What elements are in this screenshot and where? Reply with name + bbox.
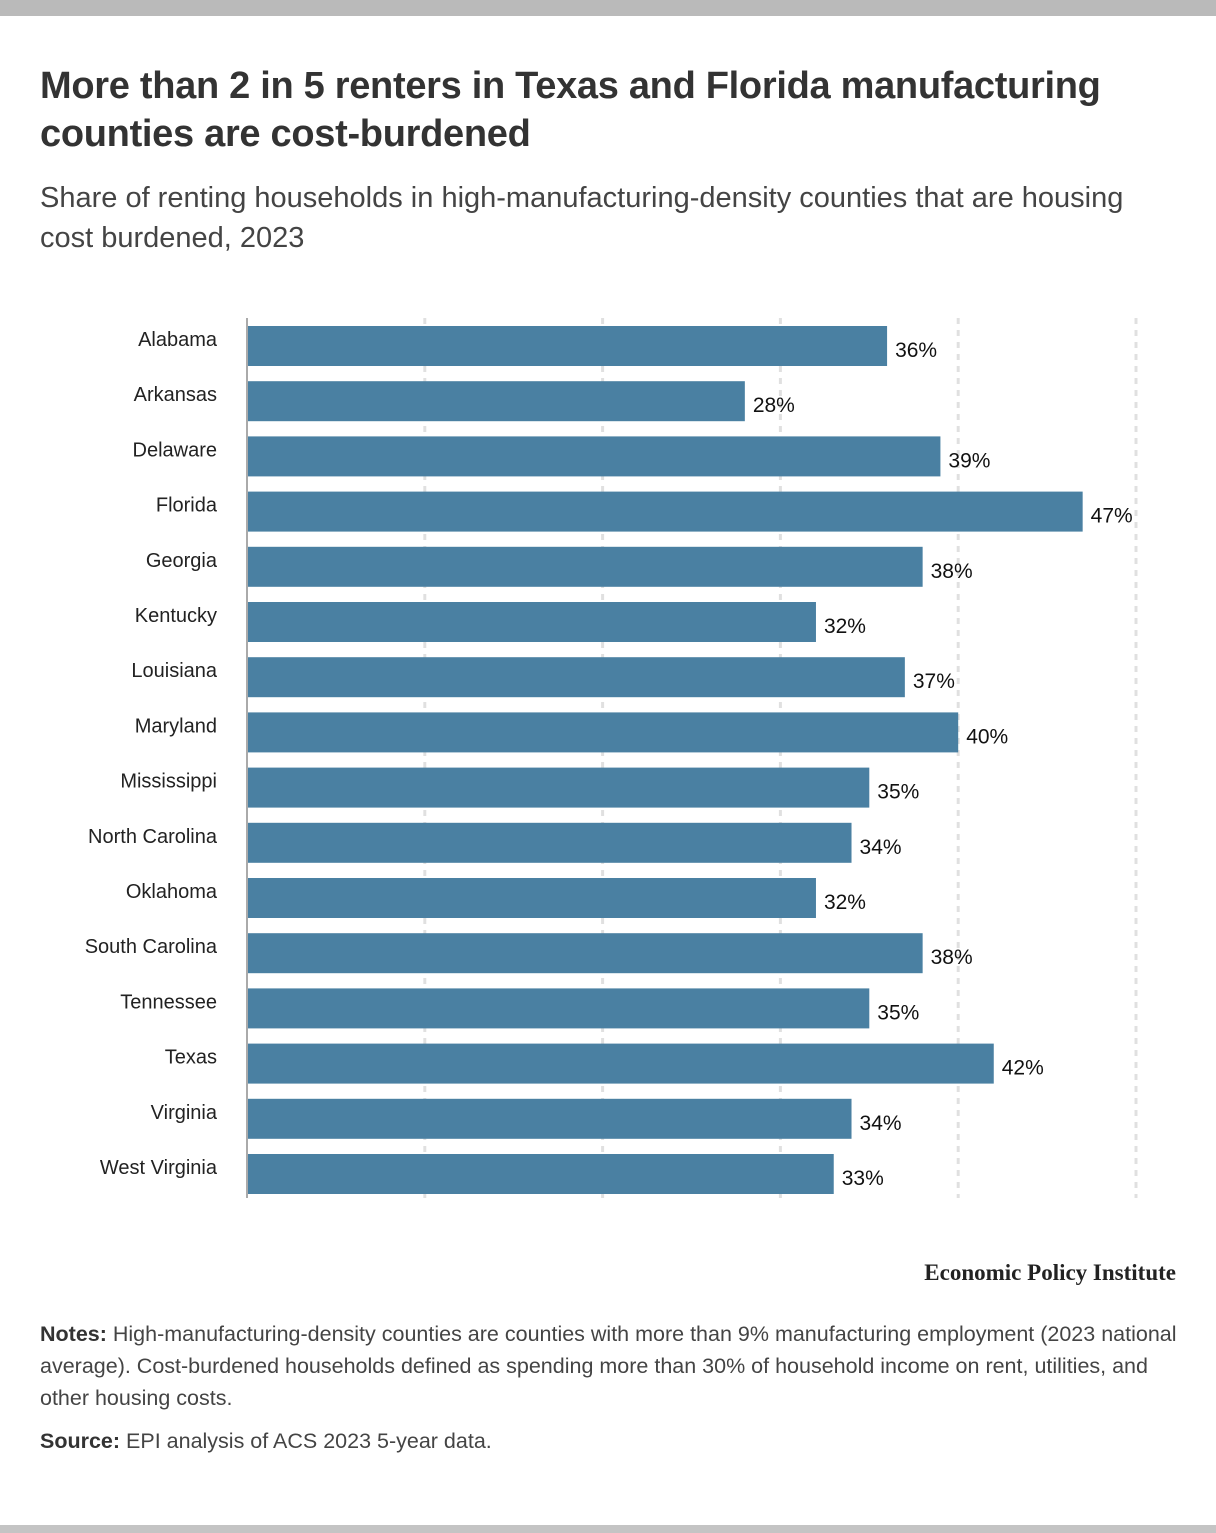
category-label: Kentucky — [135, 605, 217, 627]
value-label: 34% — [860, 836, 902, 859]
value-label: 42% — [1002, 1057, 1044, 1080]
value-label: 38% — [931, 560, 973, 583]
value-label: 47% — [1091, 505, 1133, 528]
notes: Notes: High-manufacturing-density counti… — [40, 1318, 1180, 1414]
notes-text: High-manufacturing-density counties are … — [40, 1322, 1177, 1410]
bottom-border — [0, 1525, 1216, 1533]
bar — [247, 491, 1083, 532]
bar — [247, 878, 816, 918]
category-label: Arkansas — [134, 384, 217, 406]
notes-label: Notes: — [40, 1322, 107, 1346]
bar — [247, 933, 923, 974]
bar — [247, 602, 816, 642]
category-label: Delaware — [133, 439, 217, 461]
value-label: 35% — [877, 781, 919, 804]
chart-subtitle: Share of renting households in high-manu… — [40, 182, 1124, 254]
bar — [247, 381, 745, 422]
source-text: EPI analysis of ACS 2023 5-year data. — [120, 1429, 492, 1453]
category-label: Texas — [165, 1047, 217, 1069]
category-label: Tennessee — [120, 991, 217, 1013]
bar — [247, 988, 870, 1029]
bar — [247, 436, 941, 477]
bar — [247, 657, 905, 698]
category-label: Virginia — [151, 1102, 218, 1124]
bar-chart: Alabama Arkansas Delaware Florida Georgia Ken… — [85, 318, 1138, 1198]
bar — [247, 1043, 994, 1084]
category-label: Alabama — [138, 329, 218, 351]
top-border — [0, 0, 1216, 16]
value-label: 40% — [966, 725, 1008, 748]
chart-title: More than 2 in 5 renters in Texas and Fl… — [40, 65, 1101, 155]
value-label: 37% — [913, 670, 955, 693]
bar — [247, 546, 923, 587]
category-label: Mississippi — [120, 771, 217, 793]
bar — [247, 326, 888, 366]
brand-logo: Economic Policy Institute — [924, 1260, 1176, 1285]
bar — [247, 1098, 852, 1139]
value-label: 33% — [842, 1167, 884, 1190]
category-labels: Alabama Arkansas Delaware Florida Georgia Ken… — [85, 329, 218, 1179]
source-label: Source: — [40, 1429, 121, 1453]
value-label: 35% — [877, 1001, 919, 1024]
category-label: North Carolina — [88, 826, 218, 848]
category-label: West Virginia — [100, 1157, 218, 1179]
category-label: Oklahoma — [126, 881, 218, 903]
category-label: South Carolina — [85, 936, 218, 958]
value-label: 36% — [895, 339, 937, 362]
value-labels: 36% 28% 39% 47% 38% 32% 37% 40% 35% 34% 32% 38% 35% 4… — [753, 339, 1133, 1190]
category-label: Florida — [156, 495, 218, 517]
category-label: Louisiana — [131, 660, 218, 682]
bar — [247, 822, 852, 863]
bar — [247, 1154, 834, 1194]
value-label: 32% — [824, 615, 866, 638]
value-label: 39% — [948, 449, 990, 472]
category-label: Maryland — [135, 715, 217, 737]
value-label: 34% — [860, 1112, 902, 1135]
category-label: Georgia — [146, 550, 218, 572]
value-label: 28% — [753, 394, 795, 417]
source: Source: EPI analysis of ACS 2023 5-year … — [40, 1426, 1180, 1456]
bars — [247, 326, 1083, 1194]
bar — [247, 767, 870, 808]
value-label: 32% — [824, 891, 866, 914]
bar — [247, 712, 959, 753]
value-label: 38% — [931, 946, 973, 969]
